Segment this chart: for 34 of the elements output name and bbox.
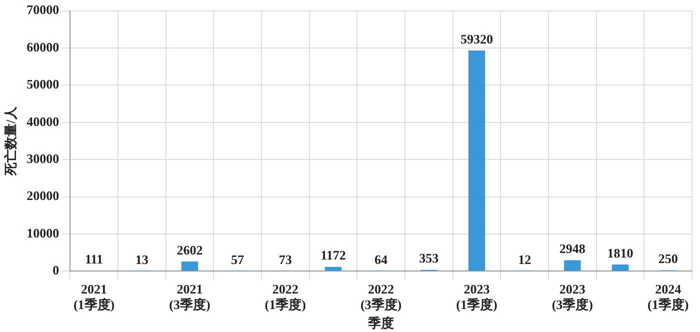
- bar: [468, 50, 486, 271]
- x-tick-label: 2024 (1季度): [647, 281, 689, 312]
- y-tick-label: 10000: [26, 225, 60, 240]
- data-label: 73: [278, 252, 292, 267]
- x-tick-label: 2021 (3季度): [169, 281, 210, 312]
- x-tick-label: 2023 (1季度): [456, 281, 498, 312]
- x-axis-title: 季度: [367, 316, 394, 331]
- data-label: 1172: [320, 248, 346, 263]
- x-tick-label: 2023 (3季度): [552, 281, 593, 312]
- data-label: 57: [231, 252, 245, 267]
- bar: [564, 260, 581, 271]
- y-tick-label: 0: [52, 262, 60, 278]
- data-label: 1810: [607, 245, 634, 260]
- data-label: 250: [658, 251, 678, 266]
- data-label: 353: [419, 250, 440, 266]
- x-tick-label: 2021 (1季度): [73, 281, 115, 312]
- data-label: 13: [135, 252, 149, 268]
- x-tick-label: 2022 (3季度): [360, 281, 402, 312]
- y-axis-title: 死亡数量/人: [3, 106, 18, 176]
- y-tick-label: 70000: [26, 2, 60, 18]
- y-tick-label: 30000: [26, 150, 60, 166]
- y-tick-label: 60000: [26, 39, 60, 54]
- data-label: 64: [374, 252, 388, 267]
- y-tick-label: 50000: [26, 76, 60, 92]
- bar: [612, 264, 629, 271]
- bar: [181, 262, 198, 271]
- data-label: 2948: [559, 241, 586, 256]
- data-label: 12: [518, 252, 532, 268]
- y-tick-label: 40000: [26, 114, 60, 129]
- y-tick-label: 20000: [26, 188, 60, 204]
- data-label: 111: [84, 252, 104, 267]
- x-tick-label: 2022 (1季度): [264, 281, 306, 312]
- data-label: 59320: [460, 31, 493, 46]
- data-label: 2602: [176, 242, 203, 258]
